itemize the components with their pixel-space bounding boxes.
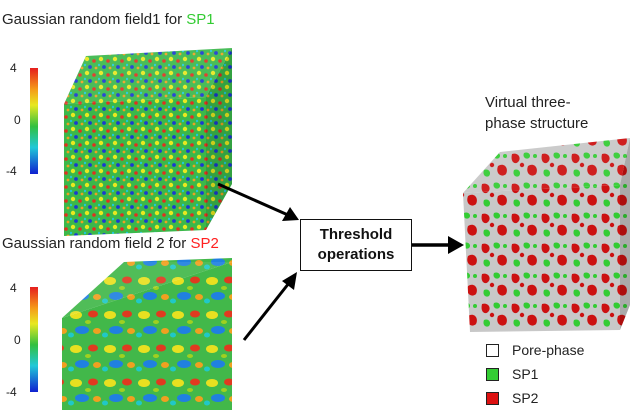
field-1-title-text: Gaussian random field1 for [2, 11, 187, 28]
threshold-line-1: Threshold [319, 226, 393, 243]
legend-item-sp2: SP2 [486, 386, 584, 410]
colorbar-2-mid-label: 0 [14, 333, 21, 347]
field-1-title-highlight: SP1 [186, 11, 215, 28]
legend-item-sp1: SP1 [486, 362, 584, 386]
field-1-title: Gaussian random field1 for SP1 [2, 11, 215, 28]
colorbar-2 [30, 287, 38, 392]
legend: Pore-phase SP1 SP2 [486, 338, 584, 410]
legend-label-pore: Pore-phase [512, 342, 585, 358]
field-2-title: Gaussian random field 2 for SP2 [2, 235, 219, 252]
field-2-title-highlight: SP2 [190, 235, 219, 252]
field-2-title-text: Gaussian random field 2 for [2, 235, 191, 252]
sp2-swatch-icon [486, 391, 499, 405]
colorbar-1 [30, 68, 38, 174]
three-phase-cube [463, 138, 630, 332]
arrow-field1-to-threshold [217, 182, 299, 221]
colorbar-1-mid-label: 0 [14, 113, 21, 127]
sp1-swatch-icon [486, 367, 499, 381]
arrow-field2-to-threshold [242, 272, 297, 341]
structure-title-line-2: phase structure [485, 115, 589, 132]
threshold-line-2: operations [317, 246, 395, 263]
colorbar-1-max-label: 4 [10, 61, 17, 75]
legend-label-sp2: SP2 [512, 390, 539, 406]
pore-phase-swatch-icon [486, 343, 499, 357]
gaussian-field-1-cube [64, 48, 232, 236]
legend-label-sp1: SP1 [512, 366, 539, 382]
colorbar-2-max-label: 4 [10, 281, 17, 295]
legend-item-pore: Pore-phase [486, 338, 584, 362]
gaussian-field-2-cube [62, 258, 232, 410]
colorbar-1-min-label: -4 [6, 164, 17, 178]
structure-title: Virtual three- phase structure [485, 92, 588, 134]
structure-title-line-1: Virtual three- [485, 94, 571, 111]
colorbar-2-min-label: -4 [6, 385, 17, 399]
threshold-operations-box: Threshold operations [300, 219, 412, 271]
arrow-threshold-to-structure [412, 236, 464, 254]
